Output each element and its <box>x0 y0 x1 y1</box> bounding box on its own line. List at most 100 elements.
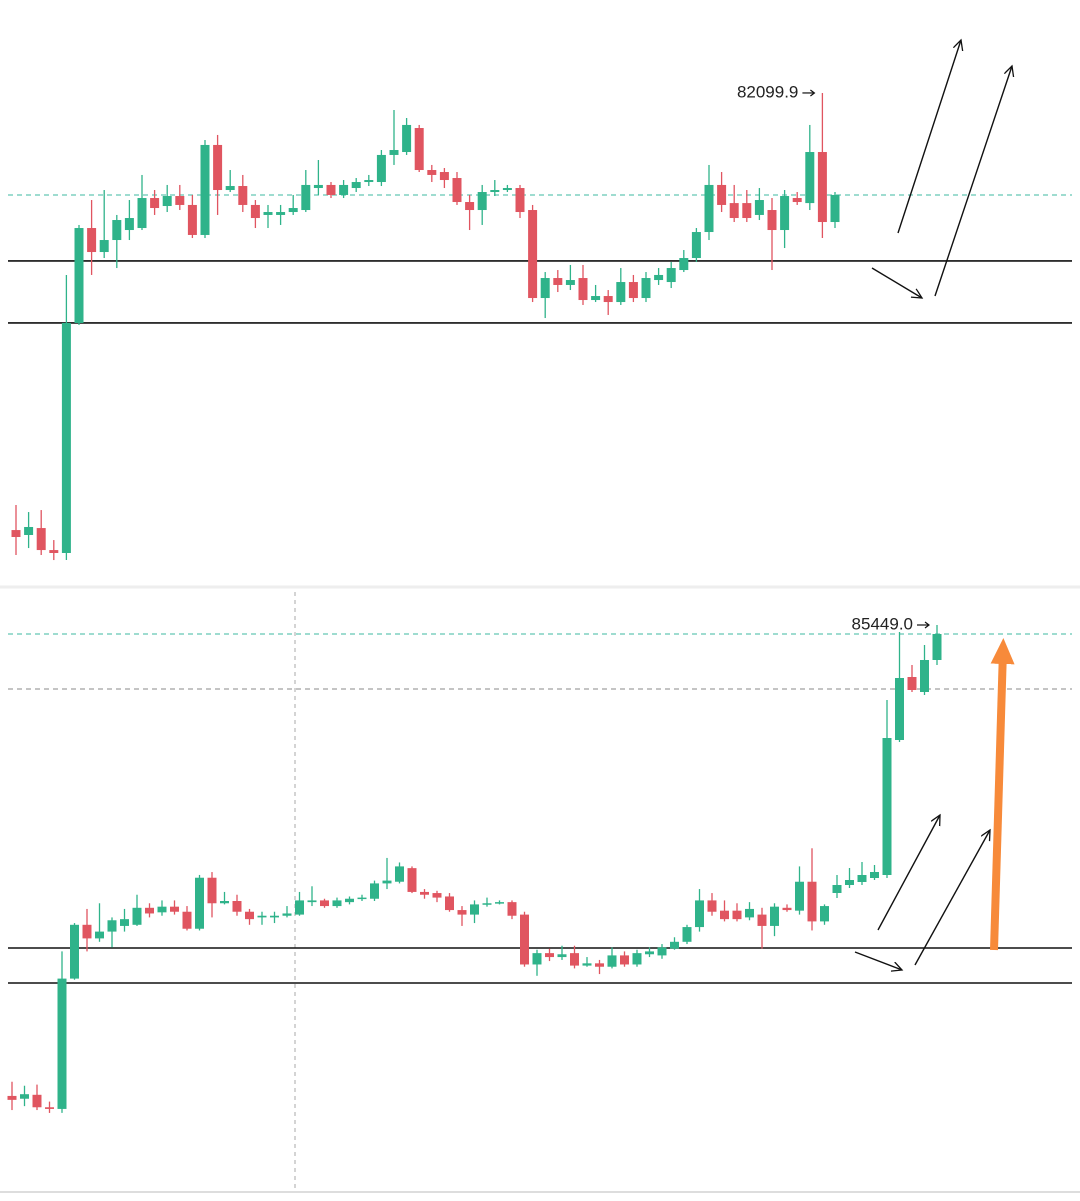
candle-body <box>376 154 386 183</box>
candle-body <box>520 914 529 965</box>
candle-body <box>357 897 367 900</box>
candle-body <box>270 915 279 918</box>
candle-body <box>603 296 613 303</box>
candle-body <box>32 1094 42 1108</box>
candle-body <box>645 951 654 955</box>
candle-body <box>565 280 575 285</box>
candle-body <box>882 738 892 875</box>
candle-body <box>95 931 104 939</box>
candle-body <box>320 900 329 907</box>
candle-body <box>857 875 867 882</box>
candle-body <box>200 144 210 235</box>
candle-body <box>420 891 429 895</box>
candle-body <box>187 204 197 235</box>
candle-body <box>11 530 21 537</box>
candle-body <box>670 941 679 949</box>
candle-body <box>782 907 792 911</box>
candle-body <box>745 908 754 918</box>
candle-body <box>870 872 879 878</box>
candle-body <box>807 881 817 922</box>
candle-body <box>45 1107 54 1109</box>
candle-body <box>157 906 167 913</box>
candle-body <box>767 210 777 231</box>
candle-body <box>213 144 223 191</box>
candle-body <box>61 322 71 553</box>
candle-body <box>220 901 229 904</box>
candle-body <box>332 900 342 907</box>
candle-body <box>490 190 500 193</box>
arrow <box>934 66 1012 297</box>
candle-body <box>641 278 651 299</box>
candle-body <box>679 258 689 271</box>
candle-body <box>780 196 790 231</box>
arrow <box>871 267 922 298</box>
candle-body <box>232 901 242 912</box>
candle-body <box>195 877 204 929</box>
candle-body <box>817 152 827 223</box>
candle-body <box>132 907 142 925</box>
candle-body <box>137 198 147 229</box>
candle-body <box>170 906 179 912</box>
candle-body <box>578 278 588 301</box>
candle-body <box>452 178 462 203</box>
candle-body <box>620 955 629 965</box>
candle-body <box>628 282 638 299</box>
candle-body <box>427 170 437 175</box>
candle-body <box>99 240 109 253</box>
candle-body <box>732 910 742 920</box>
orange-arrow <box>990 638 1015 951</box>
candle-body <box>457 910 467 915</box>
candle-body <box>36 528 46 551</box>
candle-body <box>907 677 917 690</box>
candle-body <box>717 184 727 205</box>
candle-body <box>707 900 717 912</box>
candle-body <box>288 208 298 213</box>
candle-body <box>932 634 942 660</box>
candle-body <box>395 866 404 882</box>
candle-body <box>20 1094 29 1099</box>
candle-body <box>162 196 172 207</box>
candle-body <box>407 868 417 892</box>
candle-body <box>607 955 617 967</box>
candle-body <box>691 232 701 259</box>
candle-body <box>24 526 34 535</box>
candle-body <box>591 296 601 301</box>
candle-body <box>276 212 286 215</box>
candle-body <box>682 927 692 942</box>
candle-body <box>553 278 563 285</box>
candle-body <box>282 913 292 916</box>
candle-body <box>570 953 579 966</box>
candle-body <box>845 880 854 885</box>
candle-body <box>465 202 475 211</box>
high-label: 85449.0 <box>852 614 913 633</box>
candle-body <box>145 907 154 914</box>
candle-body <box>729 203 739 219</box>
candle-body <box>250 204 260 219</box>
candle-body <box>112 220 122 241</box>
candle-body <box>49 550 59 553</box>
candle-body <box>150 198 160 209</box>
candle-body <box>502 188 512 191</box>
candle-body <box>657 947 667 956</box>
candle-body <box>792 198 802 203</box>
candle-body <box>895 678 904 740</box>
candle-body <box>339 184 349 195</box>
candle-body <box>370 883 379 899</box>
candle-body <box>301 184 311 211</box>
high-label-arrowhead <box>810 89 816 97</box>
candle-body <box>515 188 525 213</box>
candle-body <box>414 128 424 171</box>
candle-body <box>182 911 192 929</box>
candle-body <box>295 900 304 915</box>
candle-body <box>107 920 117 932</box>
candle-body <box>820 906 829 922</box>
candle-body <box>389 150 399 155</box>
candle-body <box>82 924 92 939</box>
candle-body <box>654 274 664 281</box>
candle-body <box>345 898 354 903</box>
candle-body <box>805 152 815 204</box>
candle-body <box>364 180 374 183</box>
candle-body <box>7 1095 17 1100</box>
candle-body <box>632 953 642 965</box>
